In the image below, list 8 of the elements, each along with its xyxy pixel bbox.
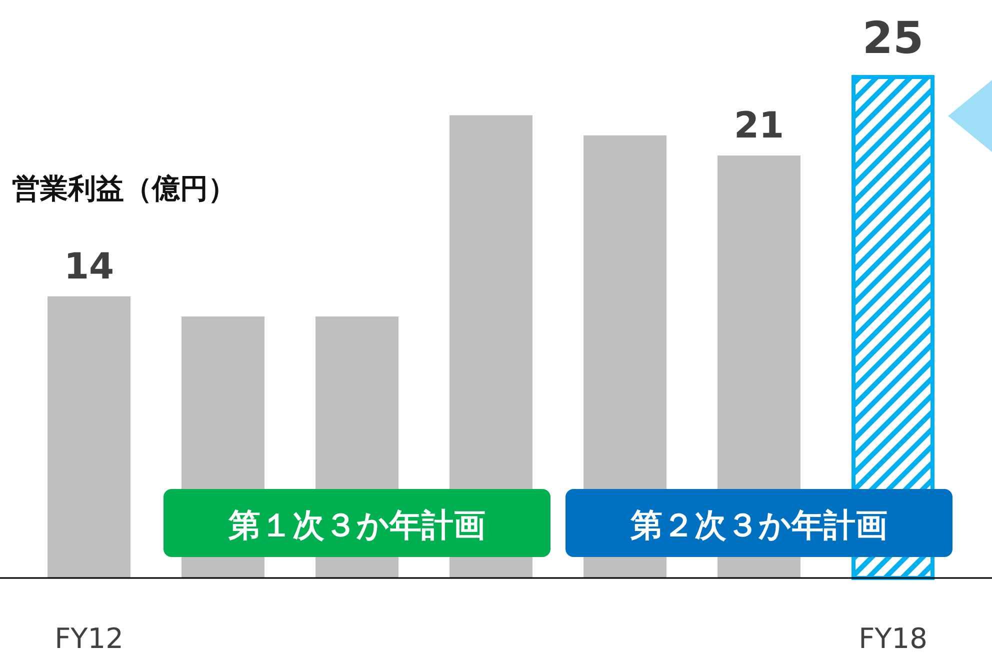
x-tick-label: FY12 [54,622,124,655]
data-label: 14 [64,246,114,288]
annotation: 第２次３か年計画 [630,506,888,544]
data-label: 21 [734,105,784,146]
annotation: 第１次３か年計画 [228,506,486,544]
y-axis-title: 営業利益（億円） [12,172,236,205]
x-tick-label: FY18 [858,622,928,655]
data-label: 25 [862,13,924,64]
